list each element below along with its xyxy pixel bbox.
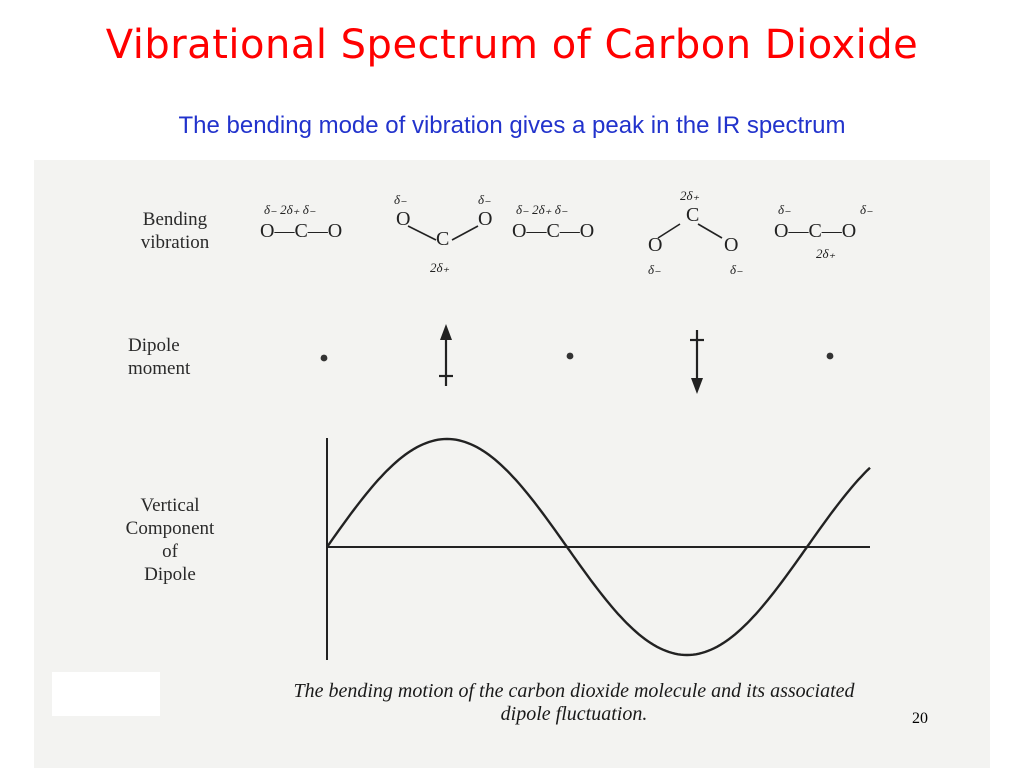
dipole-sine-wave — [326, 437, 871, 657]
partial-charges: δ₋ 2δ₊ δ₋ — [516, 202, 568, 217]
carbon-atom: C — [436, 228, 450, 250]
partial-charge-oxygen: δ₋ — [860, 202, 873, 217]
label-line: moment — [128, 358, 191, 379]
zero-dipole-dot — [566, 352, 574, 360]
zero-dipole-dot — [826, 352, 834, 360]
dipole-arrow-down-icon — [690, 330, 704, 394]
label-bending-vibration: Bending vibration — [120, 208, 230, 254]
partial-charge-oxygen: δ₋ — [778, 202, 791, 217]
bond-line — [697, 223, 723, 239]
partial-charge-carbon: 2δ₊ — [816, 246, 836, 261]
label-line: Dipole — [144, 564, 196, 585]
label-line: Component — [125, 518, 215, 539]
partial-charges: δ₋ 2δ₊ δ₋ — [264, 202, 316, 217]
partial-charge-oxygen: δ₋ — [478, 192, 491, 207]
partial-charge-carbon: 2δ₊ — [430, 260, 450, 275]
oxygen-atom: O — [648, 234, 663, 256]
caption-line: The bending motion of the carbon dioxide… — [293, 680, 855, 702]
white-patch — [52, 672, 160, 716]
atom-chain: O—C—O — [512, 220, 595, 242]
bond-line — [407, 225, 437, 241]
scanned-figure: Bending vibration Dipole moment Vertical… — [34, 160, 990, 768]
label-line: vibration — [140, 232, 210, 253]
oxygen-atom: O — [724, 234, 739, 256]
oxygen-atom: O — [396, 208, 411, 230]
slide-subtitle: The bending mode of vibration gives a pe… — [178, 112, 846, 139]
slide-title: Vibrational Spectrum of Carbon Dioxide — [105, 22, 919, 68]
label-line: Vertical — [140, 495, 200, 516]
carbon-atom: C — [686, 204, 700, 226]
partial-charge-oxygen: δ₋ — [730, 262, 743, 277]
figure-caption: The bending motion of the carbon dioxide… — [164, 680, 984, 726]
bond-line — [451, 225, 479, 241]
bond-line — [657, 223, 681, 239]
label-vertical-component: Vertical Component of Dipole — [100, 494, 240, 586]
label-line: Dipole — [128, 335, 180, 356]
label-line: Bending — [142, 209, 208, 230]
label-line: of — [162, 541, 178, 562]
dipole-arrow-up-icon — [439, 324, 453, 386]
figure-drawing — [320, 223, 871, 660]
caption-line: dipole fluctuation. — [500, 703, 648, 725]
zero-dipole-dot — [320, 354, 328, 362]
atom-chain: O—C—O — [774, 220, 857, 242]
oxygen-atom: O — [478, 208, 493, 230]
partial-charge-oxygen: δ₋ — [394, 192, 407, 207]
page-number: 20 — [912, 710, 928, 727]
partial-charge-carbon: 2δ₊ — [680, 188, 700, 203]
label-dipole-moment: Dipole moment — [128, 334, 248, 380]
partial-charge-oxygen: δ₋ — [648, 262, 661, 277]
atom-chain: O—C—O — [260, 220, 343, 242]
